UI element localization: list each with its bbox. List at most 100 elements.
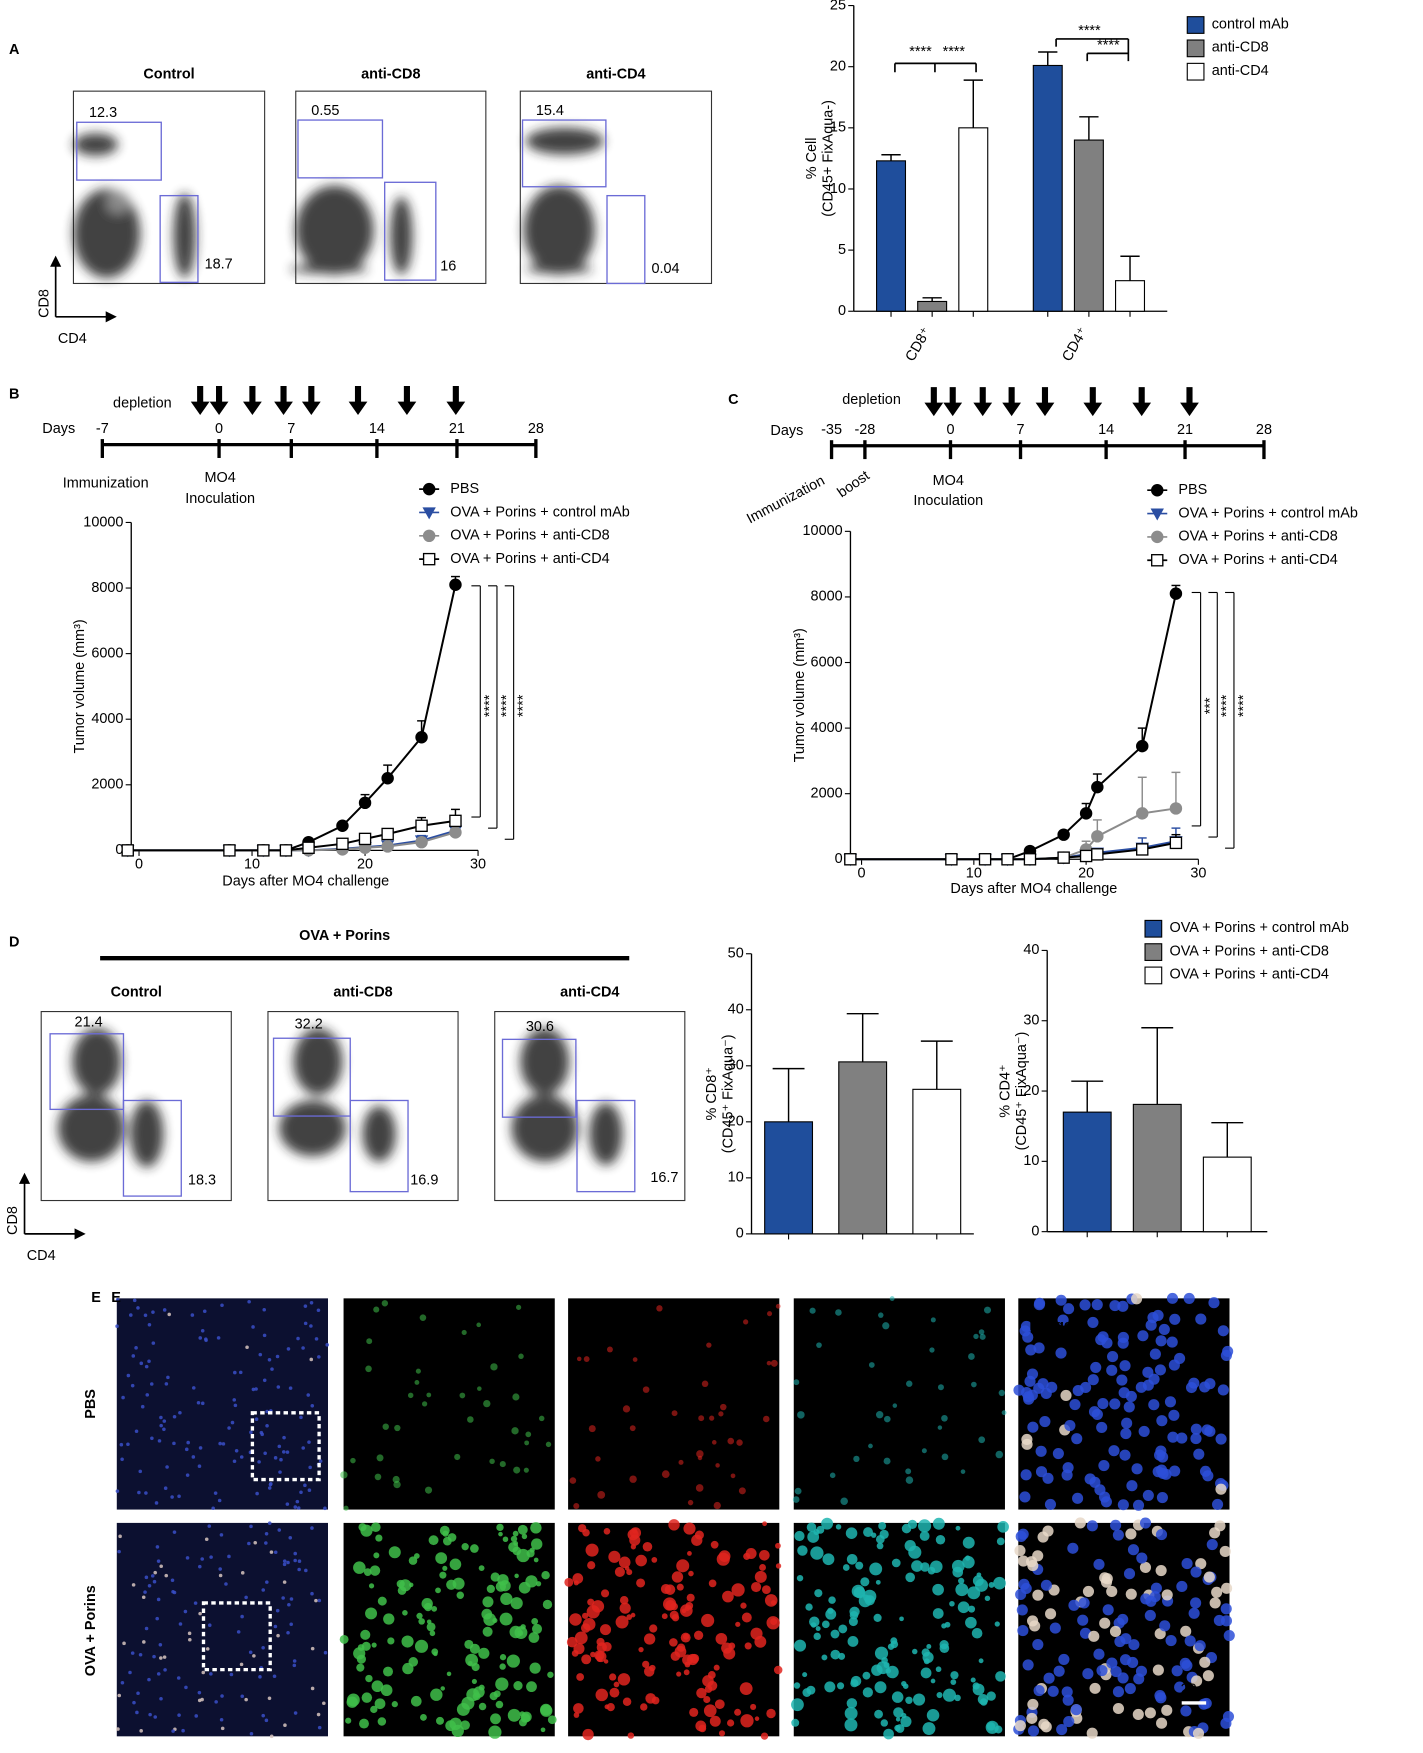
cell-dot <box>499 1612 513 1626</box>
data-point <box>1169 587 1183 600</box>
cell-dot <box>374 1698 386 1710</box>
cell-dot <box>696 1450 704 1458</box>
data-point <box>415 731 428 744</box>
cell-dot <box>626 1614 633 1620</box>
significance: **** <box>943 44 966 60</box>
cell-dot <box>606 1703 615 1712</box>
cell-dot <box>371 1642 377 1648</box>
cell-dot <box>950 1679 957 1686</box>
gate <box>159 194 199 284</box>
arrow-head <box>105 311 117 323</box>
depletion-label: depletion <box>842 392 901 408</box>
cell-dot <box>821 1620 830 1629</box>
legend-swatch <box>1144 919 1163 938</box>
cell-dot <box>1022 1391 1034 1403</box>
cell-dot <box>1035 1466 1048 1478</box>
cell-dot <box>373 1306 380 1313</box>
micrograph <box>564 1519 783 1741</box>
cell-dot <box>942 1688 957 1702</box>
cell-dot <box>143 1313 148 1318</box>
cell-dot <box>984 1306 991 1314</box>
cell-dot <box>286 1560 290 1565</box>
cell-dot <box>272 1674 277 1679</box>
gate-value: 21.4 <box>75 1014 103 1030</box>
cell-dot <box>517 1630 524 1636</box>
cell-dot <box>1020 1320 1033 1333</box>
cell-dot <box>495 1581 507 1592</box>
cell-dot <box>979 1698 988 1706</box>
data-point <box>1150 508 1164 521</box>
cell-dot <box>1156 1717 1168 1729</box>
cell-dot <box>716 1552 730 1566</box>
cell-dot <box>541 1570 550 1580</box>
cell-dot <box>597 1490 606 1499</box>
y-axis-label: % CD4⁺ <box>997 1064 1013 1117</box>
cell-dot <box>976 1572 982 1578</box>
y-tick-label: 0 <box>736 1226 744 1242</box>
cell-dot <box>1152 1309 1164 1321</box>
cell-dot <box>245 1345 249 1350</box>
density-blob <box>520 1028 570 1095</box>
cell-dot <box>193 1601 198 1605</box>
cell-dot <box>649 1664 656 1672</box>
cell-dot <box>905 1468 912 1475</box>
cell-dot <box>1096 1421 1108 1433</box>
cell-dot <box>1015 1588 1027 1601</box>
cell-dot <box>286 1630 290 1635</box>
cell-dot <box>1149 1348 1161 1360</box>
cell-dot <box>1087 1374 1099 1386</box>
cell-dot <box>1190 1433 1202 1445</box>
series-line <box>127 584 457 852</box>
cell-dot <box>1089 1476 1101 1488</box>
legend-label: PBS <box>450 481 479 497</box>
micrograph <box>1013 1292 1234 1511</box>
cell-dot <box>727 1719 735 1727</box>
cell-dot <box>929 1347 935 1353</box>
cell-dot <box>1116 1374 1128 1386</box>
legend-swatch <box>1144 966 1163 985</box>
gate-value: 0.04 <box>651 261 679 277</box>
figure-content: A B C D E 12.3 18.7 Control 0.55 16 anti-CD8 15.4 0.… <box>5 0 1358 1741</box>
cell-dot <box>899 1616 904 1622</box>
data-point <box>336 837 349 851</box>
cell-dot <box>316 1308 321 1313</box>
cell-dot <box>511 1427 519 1435</box>
cell-dot <box>394 1424 401 1432</box>
cell-dot <box>363 1568 372 1576</box>
cell-dot <box>507 1708 521 1722</box>
cell-dot <box>996 1537 1005 1546</box>
cell-dot <box>564 1577 574 1587</box>
cell-dot <box>414 1639 429 1653</box>
cell-dot <box>882 1322 890 1330</box>
plot-title: anti-CD8 <box>361 66 420 82</box>
cell-dot <box>917 1519 932 1533</box>
cell-dot <box>286 1347 291 1351</box>
cell-dot <box>162 1308 167 1312</box>
cell-dot <box>815 1626 821 1632</box>
flow-plot <box>519 90 713 285</box>
cell-dot <box>376 1454 384 1462</box>
x-axis-label: Days after MO4 challenge <box>950 881 1117 897</box>
plot-title: anti-CD4 <box>560 984 619 1000</box>
cell-dot <box>164 1573 169 1578</box>
cell-dot <box>521 1711 532 1723</box>
cell-dot <box>299 1415 303 1420</box>
panel-label: E <box>91 1290 101 1306</box>
bar <box>917 300 948 312</box>
gate-value: 16.7 <box>650 1170 678 1186</box>
cell-dot <box>661 1613 668 1620</box>
cell-dot <box>751 1581 762 1593</box>
cell-dot <box>868 1443 873 1449</box>
y-tick-label: 30 <box>1023 1013 1039 1029</box>
cell-dot <box>202 1309 207 1314</box>
cell-dot <box>1071 1433 1083 1445</box>
cell-dot <box>1174 1352 1186 1364</box>
cell-dot <box>603 1659 609 1664</box>
cell-dot <box>270 1367 274 1371</box>
data-point <box>1151 483 1164 497</box>
gate-value: 18.7 <box>205 256 233 272</box>
cell-dot <box>140 1404 145 1409</box>
cell-dot <box>649 1624 658 1633</box>
cell-dot <box>297 1559 302 1563</box>
cell-dot <box>1124 1682 1136 1695</box>
